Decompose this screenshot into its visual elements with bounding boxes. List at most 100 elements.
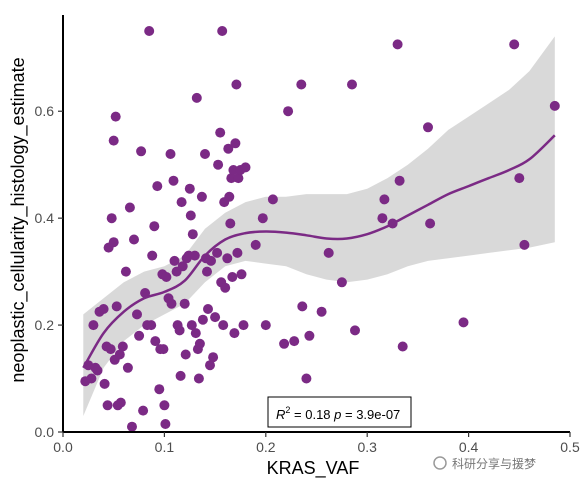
data-point <box>225 218 236 229</box>
data-point <box>202 266 212 277</box>
x-axis-ticks: 0.0 0.1 0.2 0.3 0.4 0.5 <box>53 432 580 455</box>
x-tick-label: 0.1 <box>155 439 175 455</box>
data-point <box>297 301 308 312</box>
data-point <box>134 330 145 341</box>
data-point <box>185 210 196 221</box>
data-point <box>301 373 312 384</box>
data-point <box>159 400 170 411</box>
data-point <box>86 373 97 384</box>
data-point <box>223 143 234 154</box>
data-point <box>509 39 520 50</box>
data-point <box>423 122 433 133</box>
data-point <box>283 106 294 117</box>
wechat-icon <box>433 456 447 470</box>
data-point <box>212 247 223 258</box>
data-point <box>397 341 408 352</box>
data-point <box>231 79 242 90</box>
data-point <box>191 92 202 103</box>
data-point <box>240 162 251 173</box>
data-point <box>180 349 191 360</box>
data-point <box>289 336 300 347</box>
data-point <box>186 320 197 331</box>
data-point <box>227 272 238 282</box>
data-point <box>193 373 204 384</box>
data-point <box>108 135 119 146</box>
r-value: = 0.18 <box>290 407 334 422</box>
data-point <box>213 159 224 170</box>
data-point <box>197 314 208 325</box>
data-point <box>323 247 334 258</box>
data-point <box>166 298 177 309</box>
data-point <box>177 261 188 272</box>
watermark-text: 科研分享与援梦 <box>452 456 536 471</box>
data-point <box>122 362 133 373</box>
data-point <box>160 419 171 429</box>
data-point <box>88 320 99 331</box>
data-point <box>98 304 109 314</box>
data-point <box>147 250 158 261</box>
data-point <box>184 183 195 194</box>
data-point <box>228 165 239 175</box>
data-point <box>217 26 228 36</box>
p-value: = 3.9e-07 <box>341 407 400 422</box>
data-point <box>174 325 185 336</box>
y-tick-label: 0.2 <box>35 317 55 333</box>
data-point <box>215 127 226 138</box>
y-tick-label: 0.0 <box>35 424 55 440</box>
y-axis-ticks: 0.0 0.2 0.4 0.6 <box>35 103 63 440</box>
confidence-band <box>83 36 555 417</box>
data-point <box>210 312 221 323</box>
data-point <box>106 213 117 224</box>
y-axis-title: neoplastic_cellularity_histology_estimat… <box>8 57 29 382</box>
data-point <box>105 344 116 355</box>
data-point <box>194 338 205 349</box>
x-tick-label: 0.5 <box>560 439 580 455</box>
data-point <box>120 266 131 277</box>
data-point <box>154 384 165 395</box>
data-point <box>218 320 229 331</box>
data-point <box>127 421 137 432</box>
data-point <box>165 149 176 159</box>
data-point <box>257 213 268 224</box>
data-point <box>138 405 149 416</box>
data-point <box>296 79 307 90</box>
data-point <box>99 378 110 389</box>
x-tick-label: 0.4 <box>459 439 479 455</box>
data-point <box>189 250 200 261</box>
data-point <box>205 360 215 371</box>
data-point <box>250 239 261 250</box>
data-point <box>230 138 241 149</box>
data-point <box>425 218 436 229</box>
data-point <box>187 229 198 240</box>
data-point <box>458 317 469 328</box>
data-point <box>203 304 213 314</box>
x-tick-label: 0.2 <box>256 439 276 455</box>
data-point <box>350 325 360 336</box>
data-point <box>226 173 237 184</box>
data-point <box>150 336 161 347</box>
data-point <box>377 213 388 224</box>
smooth-trend-line <box>82 134 556 369</box>
data-point <box>347 79 357 90</box>
data-point <box>149 221 160 232</box>
data-point <box>279 338 290 349</box>
data-point <box>132 309 142 320</box>
p-label: p <box>333 407 341 422</box>
data-point <box>190 328 201 339</box>
data-point <box>196 191 207 202</box>
data-point <box>236 269 247 280</box>
data-point <box>220 282 231 293</box>
data-point <box>206 255 216 266</box>
data-point <box>175 370 186 381</box>
r-superscript: 2 <box>285 405 290 415</box>
data-point <box>102 400 113 411</box>
data-point <box>144 26 155 36</box>
data-point <box>168 175 179 186</box>
data-point <box>179 298 190 309</box>
data-point <box>161 272 172 282</box>
data-point <box>140 288 151 298</box>
data-point <box>392 39 403 50</box>
x-tick-label: 0.0 <box>53 439 73 455</box>
r-label: R <box>276 407 285 422</box>
